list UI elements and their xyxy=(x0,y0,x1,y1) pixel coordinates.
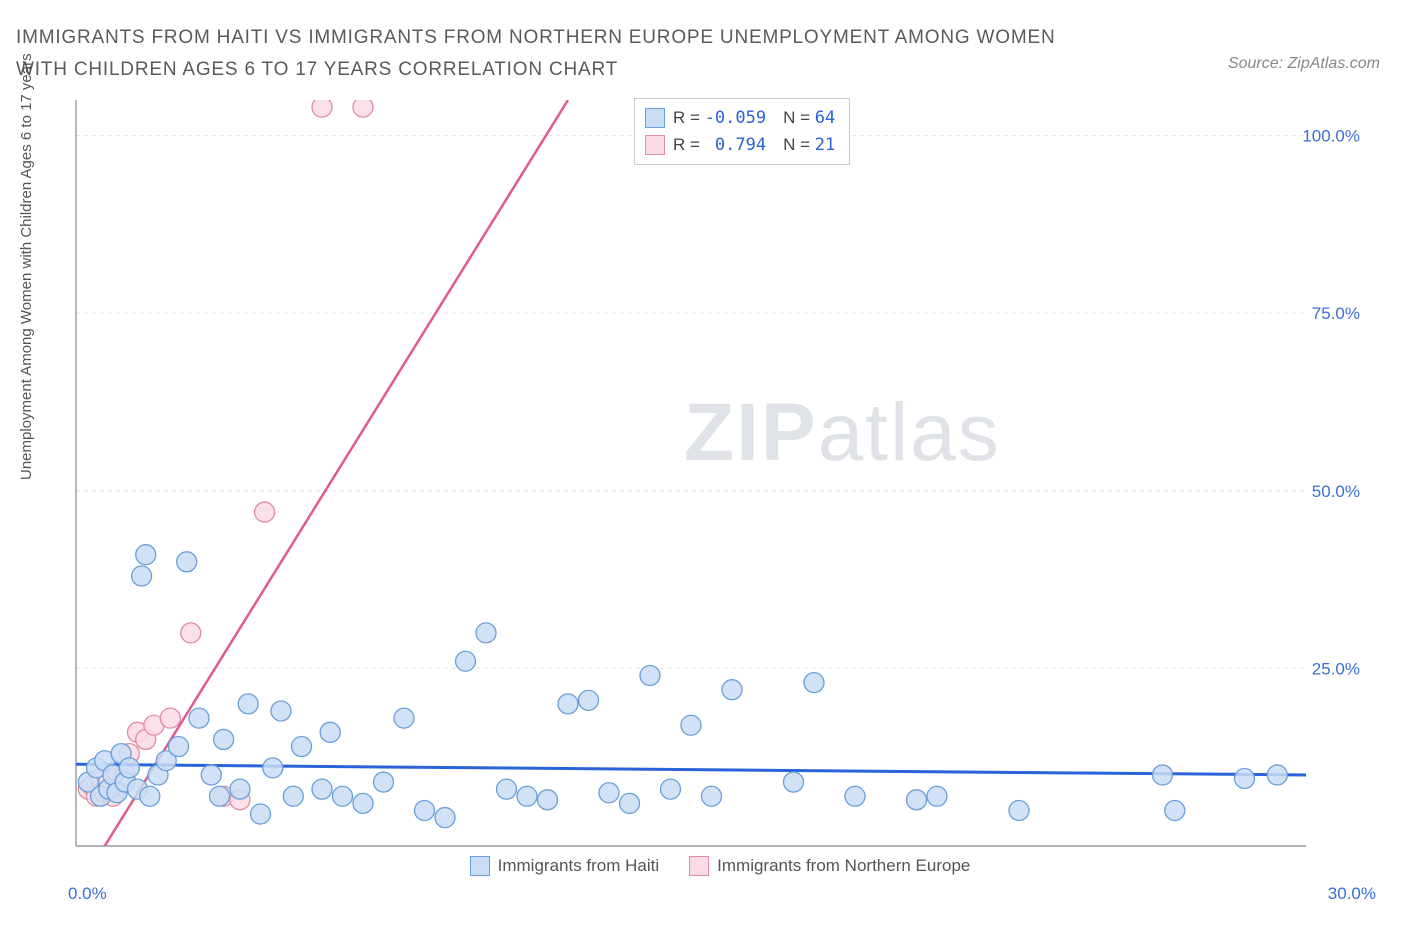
x-tick-1: 30.0% xyxy=(1328,884,1376,904)
stat-text: R = -0.059 N = 64 xyxy=(673,105,835,132)
plot-area: 25.0%50.0%75.0%100.0% ZIPatlas R = -0.05… xyxy=(74,96,1366,876)
stat-swatch xyxy=(645,135,665,155)
y-tick-label: 100.0% xyxy=(1302,127,1360,146)
legend-item-haiti: Immigrants from Haiti xyxy=(470,856,660,876)
legend-swatch-haiti xyxy=(470,856,490,876)
legend-label-haiti: Immigrants from Haiti xyxy=(498,856,660,876)
legend-label-northern-europe: Immigrants from Northern Europe xyxy=(717,856,970,876)
legend-item-northern-europe: Immigrants from Northern Europe xyxy=(689,856,970,876)
source-name: ZipAtlas.com xyxy=(1288,55,1380,72)
source-credit: Source: ZipAtlas.com xyxy=(1228,55,1380,73)
legend: Immigrants from Haiti Immigrants from No… xyxy=(74,856,1366,876)
stat-row-0: R = -0.059 N = 64 xyxy=(645,105,835,132)
x-tick-0: 0.0% xyxy=(68,884,107,904)
y-axis-label: Unemployment Among Women with Children A… xyxy=(18,53,35,480)
y-tick-label: 50.0% xyxy=(1312,482,1360,501)
stat-swatch xyxy=(645,108,665,128)
stat-row-1: R = 0.794 N = 21 xyxy=(645,132,835,159)
source-prefix: Source: xyxy=(1228,55,1288,72)
y-tick-label: 25.0% xyxy=(1312,659,1360,678)
legend-swatch-northern-europe xyxy=(689,856,709,876)
y-tick-label: 75.0% xyxy=(1312,304,1360,323)
correlation-stats-box: R = -0.059 N = 64R = 0.794 N = 21 xyxy=(634,98,850,165)
chart-container: IMMIGRANTS FROM HAITI VS IMMIGRANTS FROM… xyxy=(0,0,1406,930)
scatter-chart: 25.0% 50.0% 75.0% 100.0% xyxy=(74,96,1366,876)
chart-title: IMMIGRANTS FROM HAITI VS IMMIGRANTS FROM… xyxy=(16,22,1106,87)
stat-text: R = 0.794 N = 21 xyxy=(673,132,835,159)
